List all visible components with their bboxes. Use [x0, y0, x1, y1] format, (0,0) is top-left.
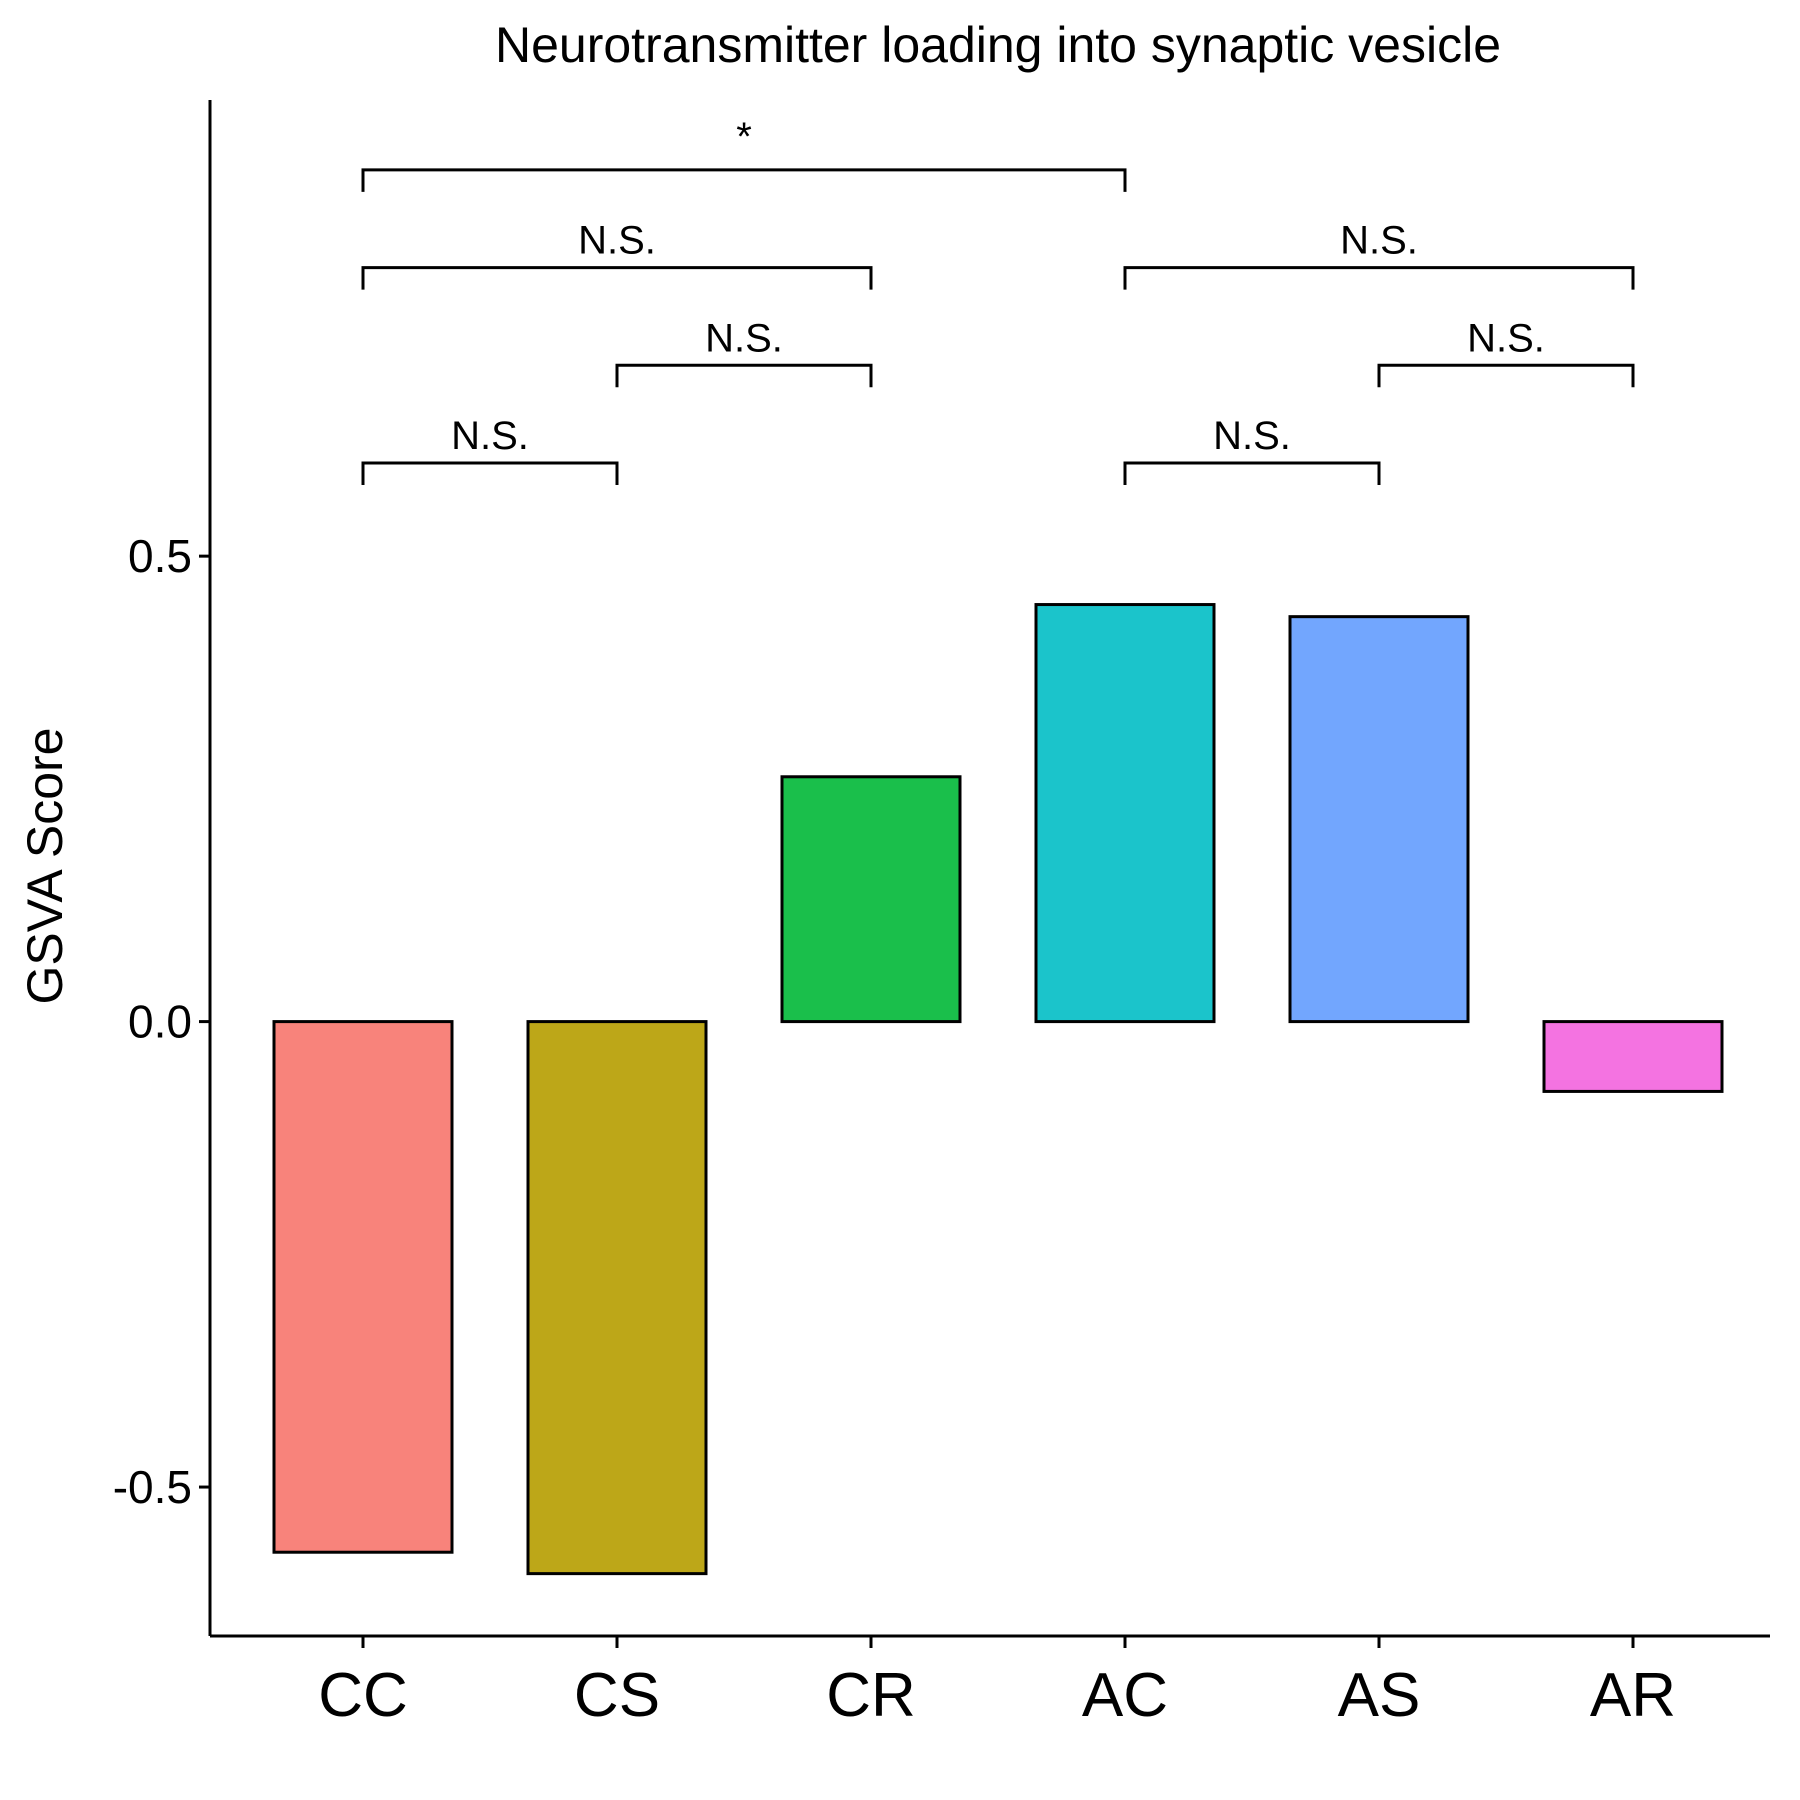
bars-group: [272, 603, 1724, 1576]
y-tick-label: -0.5: [113, 1461, 192, 1513]
bar-cr: [780, 775, 962, 1024]
x-tick-label-ar: AR: [1590, 1661, 1676, 1730]
bracket-as-ar: [1377, 363, 1635, 388]
bracket-cc-ac: [361, 168, 1127, 192]
comparison-brackets: N.S. N.S. N.S. * N.S. N.S. N.S.: [361, 115, 1635, 486]
x-tick-label-cc: CC: [318, 1661, 408, 1730]
significance-label: N.S.: [451, 414, 529, 458]
y-tick-label: 0.0: [128, 996, 192, 1048]
y-axis-label: GSVA Score: [17, 728, 73, 1005]
significance-label: N.S.: [705, 316, 783, 360]
bar-ar: [1542, 1020, 1724, 1093]
bracket-ac-as: [1123, 461, 1381, 486]
bar-ac: [1034, 603, 1216, 1024]
x-axis-ticks: CC CS CR AC AS AR: [318, 1636, 1676, 1730]
axes: [208, 100, 1770, 1638]
x-tick-label-as: AS: [1338, 1661, 1421, 1730]
bar-as: [1288, 615, 1470, 1024]
significance-label: *: [736, 115, 752, 159]
significance-label: N.S.: [1213, 414, 1291, 458]
bracket-ac-ar: [1123, 266, 1635, 290]
x-tick-label-ac: AC: [1082, 1661, 1168, 1730]
y-tick-label: 0.5: [128, 530, 192, 582]
y-axis-ticks: -0.5 0.0 0.5: [113, 530, 210, 1513]
significance-label: N.S.: [1467, 316, 1545, 360]
bracket-cs-cr: [615, 363, 873, 388]
bracket-cc-cs: [361, 461, 619, 486]
bar-cc: [272, 1020, 454, 1554]
chart-title: Neurotransmitter loading into synaptic v…: [495, 17, 1501, 73]
bracket-cc-cr: [361, 266, 873, 290]
x-tick-label-cs: CS: [574, 1661, 660, 1730]
significance-label: N.S.: [1340, 219, 1418, 263]
significance-label: N.S.: [578, 219, 656, 263]
x-tick-label-cr: CR: [826, 1661, 916, 1730]
bar-cs: [526, 1020, 708, 1576]
